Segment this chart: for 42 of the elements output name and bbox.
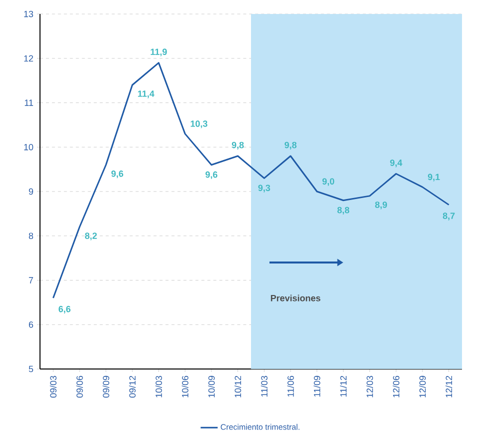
data-label: 9,8 — [232, 142, 244, 150]
data-label: 9,8 — [284, 142, 297, 150]
data-label: 9,6 — [111, 170, 124, 178]
data-label: 8,7 — [442, 212, 455, 220]
x-tick-label: 10/03 — [155, 376, 162, 398]
x-tick-label: 09/03 — [50, 376, 56, 398]
x-tick-label: 12/12 — [446, 376, 452, 398]
data-label: 9,4 — [390, 160, 402, 168]
data-label: 9,1 — [428, 174, 440, 182]
data-label: 9,3 — [258, 184, 270, 192]
data-label: 8,9 — [375, 202, 387, 210]
y-tick-label: 6 — [28, 321, 34, 328]
x-tick-label: 10/09 — [208, 376, 215, 398]
y-tick-label: 9 — [28, 188, 34, 195]
data-label: 11,4 — [138, 90, 154, 98]
data-label: 8,2 — [84, 232, 97, 240]
data-label: 9,0 — [322, 178, 334, 186]
x-tick-label: 10/12 — [234, 376, 242, 398]
y-tick-label: 12 — [24, 55, 34, 62]
x-tick-label: 11/09 — [314, 376, 320, 397]
y-tick-label: 10 — [24, 144, 34, 150]
x-tick-label: 09/06 — [76, 376, 83, 398]
x-tick-label: 09/09 — [102, 376, 110, 398]
data-label: 8,8 — [337, 206, 350, 215]
x-tick-label: 10/06 — [182, 376, 188, 398]
band-label: Previsiones — [270, 294, 320, 302]
data-label: 10,3 — [190, 120, 208, 128]
x-tick-label: 12/03 — [366, 376, 373, 398]
data-label: 9,6 — [206, 171, 218, 180]
y-tick-label: 13 — [24, 10, 34, 18]
data-label: 6,6 — [58, 306, 70, 314]
data-label: 11,9 — [150, 48, 167, 56]
x-tick-label: 12/06 — [392, 376, 400, 398]
x-tick-label: 11/03 — [260, 376, 268, 397]
y-tick-label: 8 — [28, 232, 34, 240]
y-tick-label: 7 — [28, 277, 34, 284]
y-tick-label: 11 — [24, 100, 34, 106]
x-tick-label: 11/12 — [340, 376, 347, 397]
x-tick-label: 11/06 — [287, 376, 294, 397]
y-tick-label: 5 — [28, 366, 34, 372]
x-tick-label: 12/09 — [419, 376, 426, 398]
x-tick-label: 09/12 — [129, 376, 136, 398]
